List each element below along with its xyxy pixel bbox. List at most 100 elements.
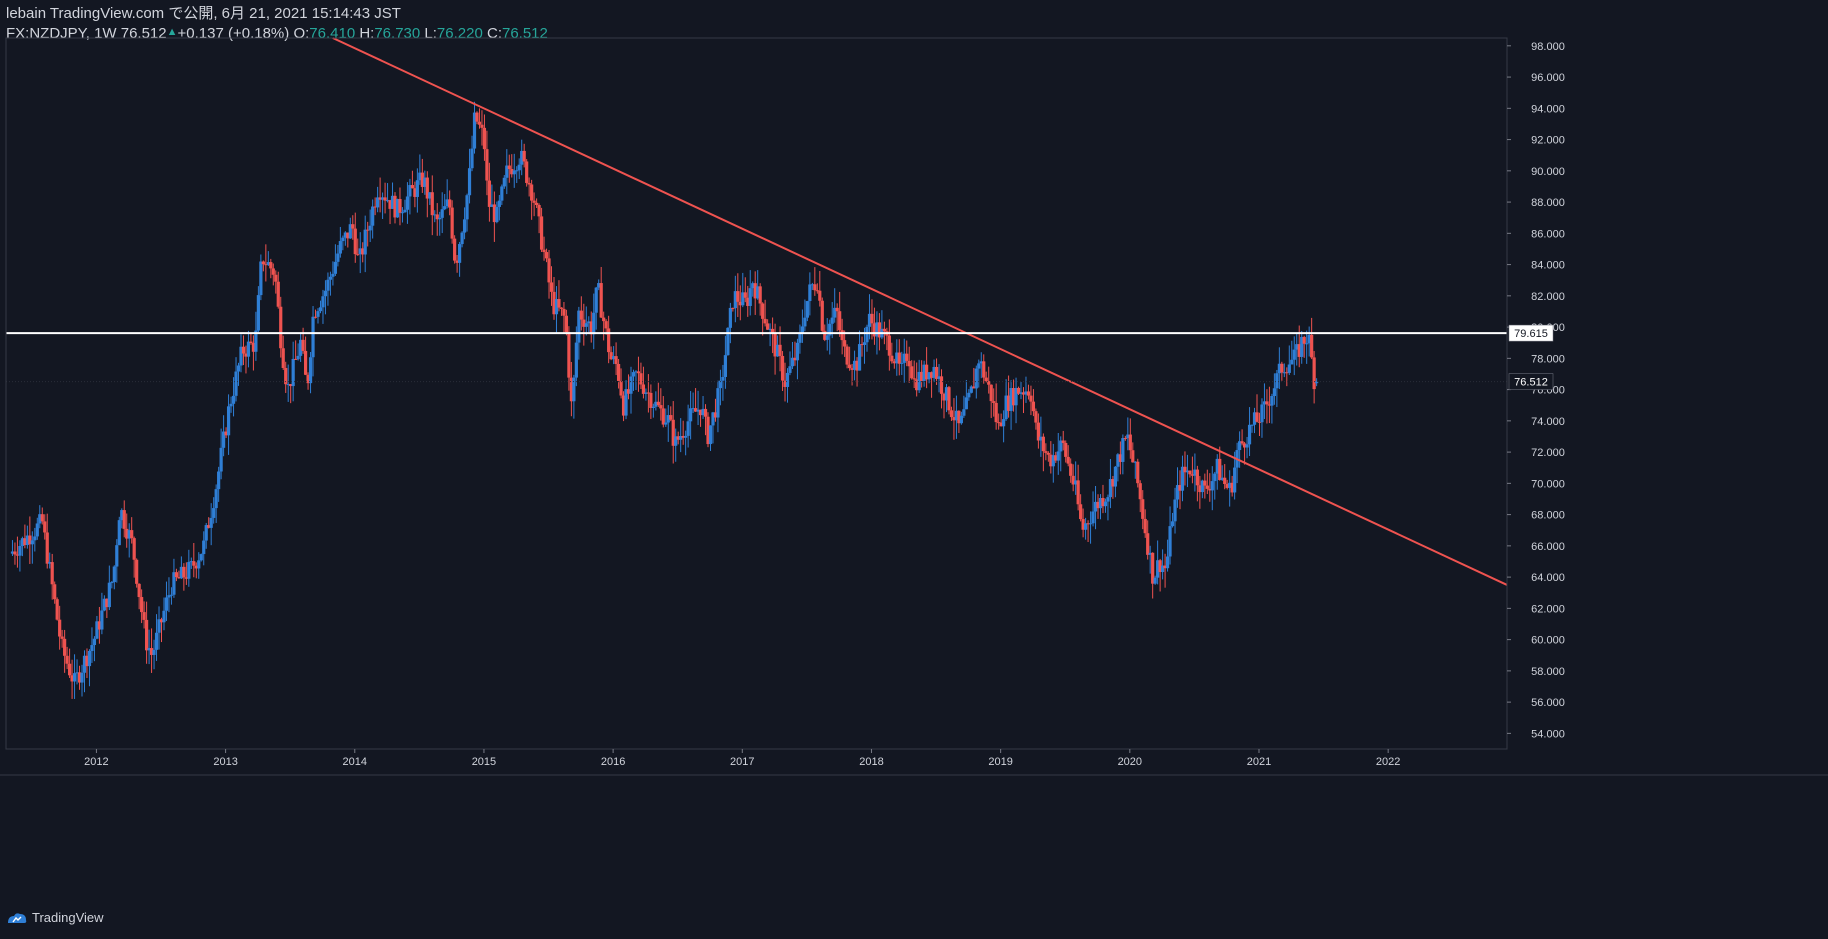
candle-body (584, 323, 588, 327)
y-tick-label: 84.000 (1531, 260, 1565, 272)
publish-info: lebain TradingView.com で公開, 6月 21, 2021 … (6, 5, 401, 22)
candle-body (50, 562, 54, 585)
candle-body (1036, 422, 1040, 441)
y-tick-label: 60.000 (1531, 635, 1565, 647)
candle-body (281, 348, 285, 368)
candle-body (380, 197, 385, 200)
candle-body (974, 368, 978, 389)
candle-body (480, 124, 484, 128)
candle-body (358, 248, 362, 255)
candle-body (1218, 458, 1222, 480)
change-up-icon: ▲ (166, 26, 178, 38)
footer[interactable]: TradingView (6, 910, 104, 925)
candle-body (959, 415, 963, 424)
candle-body (142, 612, 146, 620)
candle-body (547, 258, 551, 283)
x-tick-label: 2021 (1247, 756, 1271, 768)
candle-body (112, 566, 116, 583)
candle-body (1312, 357, 1316, 390)
candle-body (525, 161, 529, 183)
candle-body (438, 217, 442, 220)
candle-body (408, 185, 412, 197)
candle-body (733, 291, 737, 309)
candle-body (1098, 498, 1103, 509)
candle-body (1031, 401, 1036, 412)
candle-body (902, 353, 906, 363)
candle-body (751, 283, 755, 289)
last-price-label-text: 76.512 (1514, 377, 1548, 389)
y-tick-label: 56.000 (1531, 697, 1565, 709)
candle-body (1262, 401, 1267, 405)
candle-body (810, 284, 814, 286)
x-tick-label: 2019 (988, 756, 1012, 768)
candle-body (1039, 436, 1043, 441)
candle-body (557, 299, 561, 308)
candle-body (1300, 336, 1304, 357)
candle-body (1153, 577, 1157, 584)
candle-body (753, 283, 757, 299)
candle-body (403, 209, 407, 213)
candle-body (1210, 481, 1214, 491)
candle-body (301, 339, 305, 351)
candle-body (872, 323, 877, 337)
candle-body (795, 342, 800, 361)
y-tick-label: 72.000 (1531, 447, 1565, 459)
y-tick-label: 82.000 (1531, 291, 1565, 303)
candle-body (972, 386, 976, 389)
y-tick-label: 78.000 (1531, 353, 1565, 365)
candle-body (316, 311, 320, 317)
candle-body (1151, 552, 1155, 584)
candle-body (1066, 456, 1070, 464)
candle-body (631, 372, 636, 377)
candle-body (1096, 501, 1100, 509)
candle-body (470, 148, 474, 169)
candle-body (75, 672, 79, 674)
candle-body (502, 177, 506, 187)
candle-body (679, 435, 683, 440)
candle-body (944, 387, 949, 401)
candle-body (445, 199, 449, 207)
candle-body (107, 582, 111, 608)
candle-body (85, 655, 89, 667)
candle-body (736, 291, 740, 302)
candle-body (1290, 359, 1294, 365)
candle-body (833, 307, 837, 318)
candle-body (1034, 411, 1038, 423)
candle-body (1188, 470, 1192, 475)
candle-body (1230, 482, 1234, 493)
candle-body (1029, 395, 1033, 402)
candle-body (376, 197, 380, 208)
candle-body (589, 321, 593, 335)
candle-body (182, 566, 186, 578)
candle-body (619, 380, 623, 396)
candle-body (1019, 392, 1023, 394)
candle-body (1240, 441, 1244, 444)
candle-body (40, 514, 44, 522)
candle-body (140, 597, 144, 613)
y-tick-label: 88.000 (1531, 197, 1565, 209)
candle-body (634, 371, 638, 373)
candle-body (962, 409, 966, 416)
candle-body (1133, 461, 1137, 463)
candle-body (952, 417, 956, 421)
candle-body (132, 538, 136, 560)
x-tick-label: 2018 (859, 756, 883, 768)
candle-body (460, 232, 464, 245)
candle-body (244, 353, 248, 357)
candle-body (1101, 498, 1105, 507)
candle-body (368, 225, 372, 231)
candle-body (505, 165, 509, 178)
candle-body (848, 364, 852, 369)
candle-body (1002, 419, 1006, 427)
candle-body (716, 388, 720, 418)
candle-body (977, 363, 981, 369)
candle-body (1165, 556, 1170, 569)
candle-body (857, 344, 862, 371)
candle-body (1272, 388, 1276, 397)
candle-body (179, 566, 183, 579)
candle-body (783, 380, 787, 387)
candle-body (756, 286, 760, 299)
candle-body (527, 182, 531, 185)
candle-body (1287, 364, 1291, 373)
